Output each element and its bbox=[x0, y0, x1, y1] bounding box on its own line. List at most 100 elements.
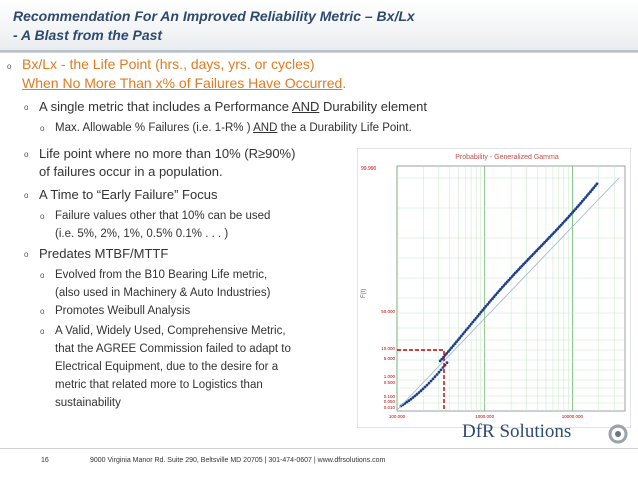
data-point bbox=[504, 282, 507, 286]
dfr-solutions-logo: DfR Solutions bbox=[462, 421, 572, 442]
data-point bbox=[407, 399, 411, 402]
bullet-subsub-4c-line1: A Valid, Widely Used, Comprehensive Metr… bbox=[55, 325, 286, 337]
data-point bbox=[484, 304, 488, 308]
data-point bbox=[574, 207, 578, 211]
bullet-main-1-dot: . bbox=[342, 75, 347, 91]
bullet-subsub-1-and: AND bbox=[253, 122, 278, 134]
bullet-main-1-line2: When No More Than x% of Failures Have Oc… bbox=[22, 75, 343, 91]
data-point bbox=[419, 389, 423, 393]
data-point bbox=[577, 203, 581, 207]
bullet-subsub-1-pre: Max. Allowable % Failures (i.e. 1-R% ) bbox=[55, 122, 254, 134]
data-point bbox=[543, 240, 547, 244]
title-bar: Recommendation For An Improved Reliabili… bbox=[0, 0, 638, 53]
bullet-marker: o bbox=[7, 62, 12, 71]
data-point bbox=[505, 280, 509, 284]
x-tick-label: 10000.000 bbox=[562, 414, 584, 419]
data-point bbox=[567, 214, 571, 218]
slide-title-line2: - A Blast from the Past bbox=[13, 27, 163, 43]
plot-ylabel: F(t) bbox=[361, 289, 367, 298]
data-point bbox=[439, 368, 443, 372]
data-point bbox=[584, 196, 587, 199]
bullet-subsub-4c-line2: that the AGREE Commission failed to adap… bbox=[55, 343, 291, 355]
data-point bbox=[518, 266, 522, 270]
data-point bbox=[494, 293, 498, 297]
data-point bbox=[478, 312, 481, 316]
data-point bbox=[413, 394, 417, 398]
bullet-sub-3: A Time to “Early Failure” Focus bbox=[39, 187, 218, 202]
bullet-sub-2-line1: Life point where no more than 10% (R≥90%… bbox=[39, 146, 296, 161]
data-point bbox=[562, 220, 566, 223]
title-divider bbox=[0, 50, 638, 52]
logo-swirl-icon bbox=[608, 424, 628, 444]
bullet-subsub-4c-line3: Electrical Equipment, due to the desire … bbox=[55, 361, 279, 373]
data-point bbox=[461, 332, 465, 336]
data-point bbox=[473, 318, 476, 322]
data-point bbox=[571, 211, 574, 214]
bullet-subsub-3: Failure values other that 10% can be use… bbox=[55, 207, 270, 243]
data-point bbox=[476, 314, 480, 318]
data-point bbox=[572, 209, 576, 213]
data-point bbox=[411, 396, 415, 399]
y-tick-label: 0.100 bbox=[384, 394, 396, 399]
bullet-subsub-4b: Promotes Weibull Analysis bbox=[55, 305, 191, 317]
plot-x-tick-labels: 100.000 1000.000 10000.000 bbox=[389, 414, 584, 419]
data-point bbox=[510, 275, 514, 278]
page-number: 16 bbox=[41, 457, 49, 464]
probability-plot: Probability - Generalized Gamma F(t) 50.… bbox=[357, 148, 631, 428]
bullet-marker: o bbox=[24, 150, 29, 159]
data-point bbox=[431, 377, 435, 381]
data-point bbox=[496, 291, 499, 295]
fit-line bbox=[396, 177, 620, 411]
data-point bbox=[447, 350, 450, 353]
data-point bbox=[492, 295, 496, 299]
data-point bbox=[491, 297, 494, 300]
data-point bbox=[415, 392, 419, 396]
data-point bbox=[464, 328, 468, 332]
data-point bbox=[453, 342, 457, 346]
data-point bbox=[589, 190, 592, 194]
data-point bbox=[587, 192, 591, 195]
bullet-subsub-1-post: the a Durability Life Point. bbox=[277, 122, 412, 134]
data-point bbox=[451, 344, 455, 348]
bullet-sub-2: Life point where no more than 10% (R≥90%… bbox=[39, 145, 295, 181]
data-point bbox=[523, 261, 527, 264]
bullet-marker: o bbox=[40, 271, 45, 280]
data-point bbox=[421, 387, 425, 391]
bullet-subsub-4a-line2: (also used in Machinery & Auto Industrie… bbox=[55, 287, 271, 299]
data-point bbox=[582, 198, 586, 201]
data-point bbox=[479, 310, 483, 314]
data-point bbox=[487, 301, 491, 304]
data-point bbox=[590, 188, 594, 192]
data-point bbox=[576, 205, 579, 209]
bullet-marker: o bbox=[40, 327, 45, 336]
data-point bbox=[561, 221, 565, 225]
data-point bbox=[468, 324, 471, 328]
footer-divider bbox=[0, 448, 638, 449]
y-tick-label: 0.010 bbox=[384, 405, 396, 410]
data-point bbox=[429, 379, 433, 383]
data-point bbox=[448, 348, 452, 351]
bullet-sub-1-pre: A single metric that includes a Performa… bbox=[39, 99, 292, 114]
data-point bbox=[456, 338, 460, 342]
bullet-subsub-4c-line5: sustainability bbox=[55, 397, 121, 409]
data-point bbox=[427, 381, 431, 385]
data-point bbox=[564, 218, 568, 222]
y-tick-label: 0.050 bbox=[384, 399, 396, 404]
data-point bbox=[405, 400, 409, 404]
data-point bbox=[533, 251, 537, 254]
plot-y-top-label: 99.990 bbox=[361, 166, 377, 172]
bullet-sub-1: A single metric that includes a Performa… bbox=[39, 98, 427, 116]
data-point bbox=[435, 373, 439, 376]
data-point bbox=[499, 287, 502, 291]
data-point bbox=[423, 385, 427, 389]
data-point bbox=[585, 194, 589, 197]
data-point bbox=[502, 284, 506, 287]
data-point bbox=[437, 370, 441, 374]
data-point bbox=[433, 375, 437, 379]
data-point bbox=[460, 334, 463, 338]
bullet-subsub-1: Max. Allowable % Failures (i.e. 1-R% ) A… bbox=[55, 119, 412, 137]
data-point bbox=[455, 340, 458, 344]
plot-points bbox=[399, 182, 599, 408]
data-point bbox=[507, 278, 511, 282]
bullet-subsub-4c-line4: metric that related more to Logistics th… bbox=[55, 379, 263, 391]
